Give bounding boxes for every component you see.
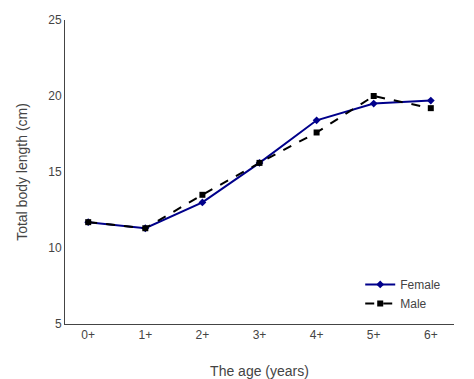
svg-text:5: 5 [55,317,62,331]
svg-text:The age (years): The age (years) [210,363,309,379]
svg-text:4+: 4+ [310,328,324,342]
svg-text:0+: 0+ [81,328,95,342]
svg-text:Total body length (cm): Total body length (cm) [14,103,30,241]
svg-text:5+: 5+ [367,328,381,342]
svg-text:3+: 3+ [253,328,267,342]
svg-text:25: 25 [48,13,62,27]
svg-text:6+: 6+ [424,328,438,342]
svg-text:10: 10 [48,241,62,255]
svg-text:2+: 2+ [196,328,210,342]
svg-text:Male: Male [400,297,426,311]
svg-text:Female: Female [400,278,440,292]
svg-text:1+: 1+ [138,328,152,342]
svg-text:15: 15 [48,165,62,179]
svg-text:20: 20 [48,89,62,103]
